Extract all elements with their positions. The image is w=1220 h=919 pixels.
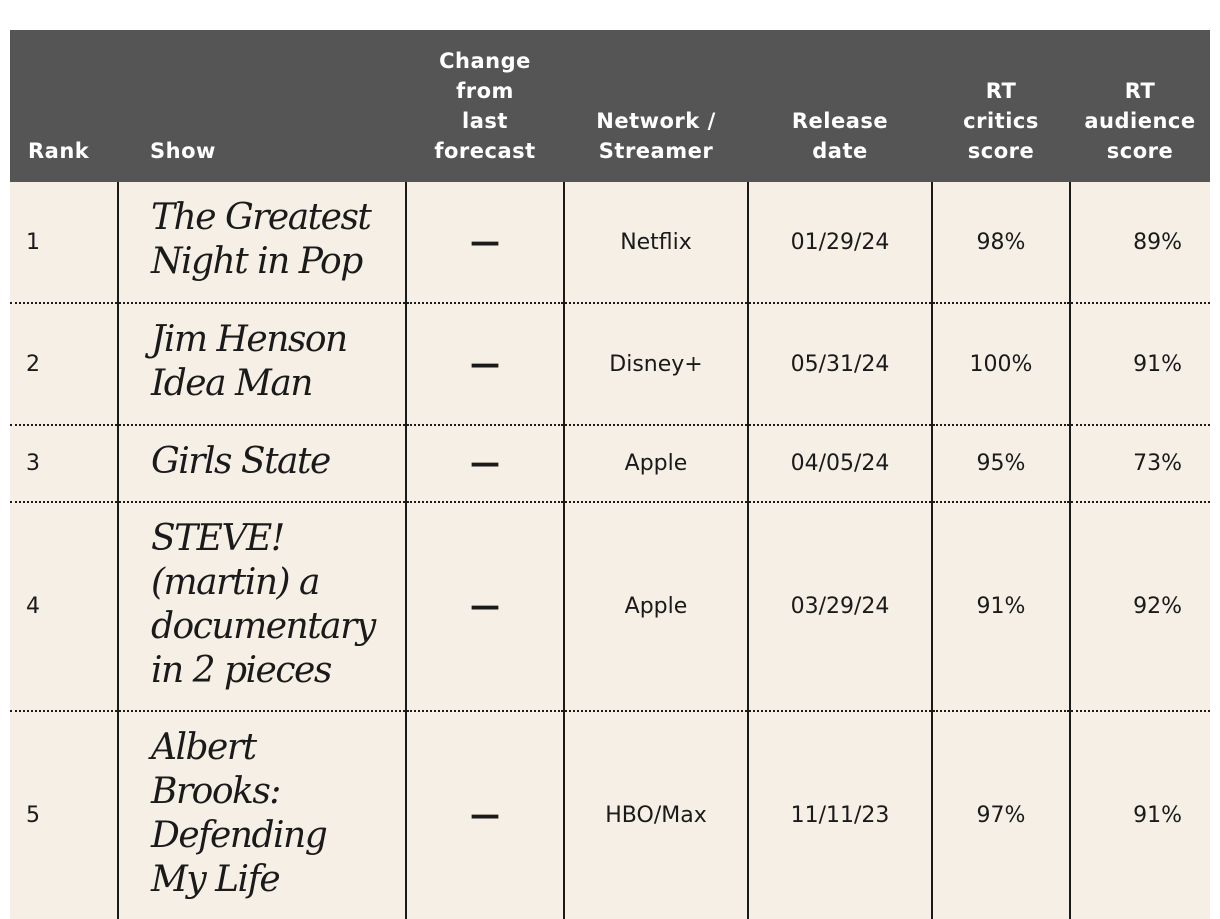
change-cell: — — [405, 303, 564, 426]
network-cell: Apple — [563, 425, 748, 503]
rank-cell: 5 — [10, 711, 118, 919]
column-header-release-date: Release date — [748, 30, 932, 182]
column-header-rank: Rank — [10, 30, 118, 182]
network-cell: HBO/Max — [563, 711, 748, 919]
rank-cell: 1 — [10, 182, 118, 304]
critics-score-cell: 95% — [931, 425, 1070, 503]
show-title-cell: Albert Brooks: Defending My Life — [117, 711, 406, 919]
table-body: 1 The Greatest Night in Pop — Netflix 01… — [10, 182, 1210, 919]
change-cell: — — [405, 711, 564, 919]
rank-cell: 2 — [10, 303, 118, 426]
release-date-cell: 01/29/24 — [747, 182, 932, 304]
critics-score-cell: 97% — [931, 711, 1070, 919]
column-header-change: Change from last forecast — [406, 30, 564, 182]
header-row: Rank Show Change from last forecast Netw… — [10, 30, 1210, 182]
rank-cell: 3 — [10, 425, 118, 503]
audience-score-cell: 91% — [1069, 303, 1210, 426]
release-date-cell: 05/31/24 — [747, 303, 932, 426]
column-header-network: Network / Streamer — [564, 30, 748, 182]
critics-score-cell: 100% — [931, 303, 1070, 426]
audience-score-cell: 89% — [1069, 182, 1210, 304]
show-title-cell: Jim Henson Idea Man — [117, 303, 406, 426]
release-date-cell: 04/05/24 — [747, 425, 932, 503]
change-cell: — — [405, 182, 564, 304]
table-header: Rank Show Change from last forecast Netw… — [10, 30, 1210, 182]
table-row: 4 STEVE! (martin) a documentary in 2 pie… — [10, 502, 1210, 712]
column-header-critics-score: RT critics score — [932, 30, 1070, 182]
table-row: 2 Jim Henson Idea Man — Disney+ 05/31/24… — [10, 303, 1210, 426]
change-cell: — — [405, 425, 564, 503]
network-cell: Apple — [563, 502, 748, 712]
ranking-table: Rank Show Change from last forecast Netw… — [10, 30, 1210, 919]
release-date-cell: 11/11/23 — [747, 711, 932, 919]
network-cell: Disney+ — [563, 303, 748, 426]
column-header-audience-score: RT audience score — [1070, 30, 1210, 182]
release-date-cell: 03/29/24 — [747, 502, 932, 712]
rank-cell: 4 — [10, 502, 118, 712]
table-row: 5 Albert Brooks: Defending My Life — HBO… — [10, 711, 1210, 919]
table-row: 1 The Greatest Night in Pop — Netflix 01… — [10, 182, 1210, 304]
show-title-cell: The Greatest Night in Pop — [117, 182, 406, 304]
audience-score-cell: 91% — [1069, 711, 1210, 919]
audience-score-cell: 73% — [1069, 425, 1210, 503]
column-header-show: Show — [118, 30, 406, 182]
table-row: 3 Girls State — Apple 04/05/24 95% 73% — [10, 425, 1210, 503]
critics-score-cell: 91% — [931, 502, 1070, 712]
show-title-cell: STEVE! (martin) a documentary in 2 piece… — [117, 502, 406, 712]
network-cell: Netflix — [563, 182, 748, 304]
show-title-cell: Girls State — [117, 425, 406, 503]
critics-score-cell: 98% — [931, 182, 1070, 304]
audience-score-cell: 92% — [1069, 502, 1210, 712]
change-cell: — — [405, 502, 564, 712]
